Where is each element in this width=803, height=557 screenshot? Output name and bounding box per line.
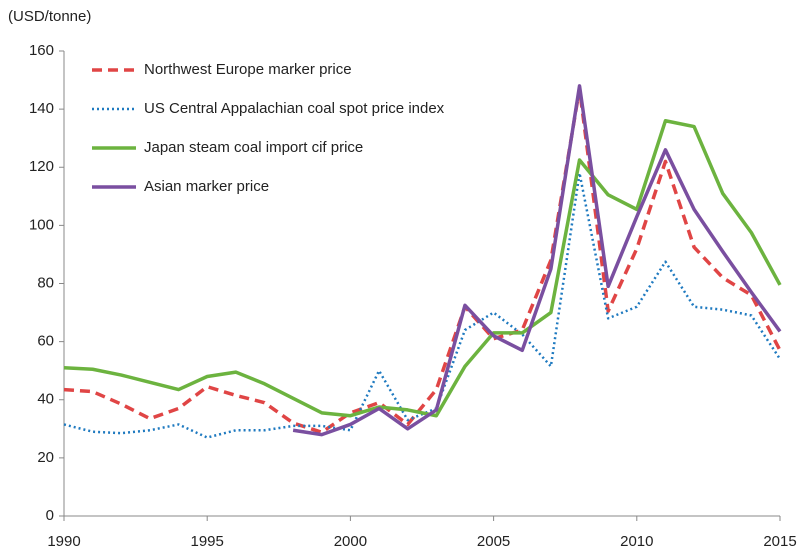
x-tick-label: 2005 <box>477 533 510 550</box>
x-tick-label: 2000 <box>334 533 367 550</box>
series-line <box>292 84 782 437</box>
legend-label: Northwest Europe marker price <box>144 61 352 78</box>
x-tick-label: 1995 <box>191 533 224 550</box>
series-line <box>63 171 782 439</box>
x-tick-label: 2015 <box>763 533 796 550</box>
x-tick-label: 2010 <box>620 533 653 550</box>
y-tick-label: 20 <box>37 449 54 466</box>
y-axis-label: (USD/tonne) <box>8 8 91 25</box>
series-line <box>63 119 782 418</box>
legend-label: Japan steam coal import cif price <box>144 139 363 156</box>
legend-label: Asian marker price <box>144 178 269 195</box>
y-tick-label: 40 <box>37 391 54 408</box>
y-tick-label: 80 <box>37 274 54 291</box>
y-tick-label: 60 <box>37 333 54 350</box>
y-tick-label: 120 <box>29 158 54 175</box>
y-tick-label: 100 <box>29 216 54 233</box>
y-tick-label: 140 <box>29 100 54 117</box>
y-tick-label: 160 <box>29 42 54 59</box>
legend-label: US Central Appalachian coal spot price i… <box>144 100 445 117</box>
x-tick-label: 1990 <box>47 533 80 550</box>
series-line <box>63 87 782 435</box>
y-tick-label: 0 <box>46 507 54 524</box>
